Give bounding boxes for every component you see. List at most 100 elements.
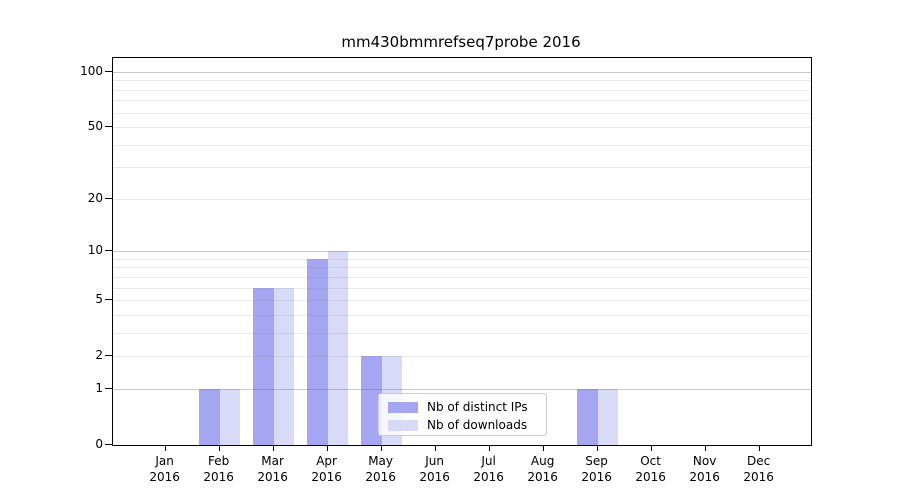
bar-nb-of-downloads-apr bbox=[327, 251, 349, 445]
legend-label: Nb of distinct IPs bbox=[427, 400, 528, 414]
x-tick-label: Jul 2016 bbox=[459, 453, 519, 485]
x-tick-month: Feb bbox=[207, 454, 230, 468]
y-tick-mark bbox=[105, 444, 112, 445]
x-tick-mark bbox=[164, 445, 166, 451]
y-tick-mark bbox=[105, 387, 112, 389]
x-tick-label: Nov 2016 bbox=[675, 453, 735, 485]
x-tick-label: Jun 2016 bbox=[405, 453, 465, 485]
y-tick-label: 50 bbox=[87, 118, 103, 133]
x-tick-month: Sep bbox=[585, 454, 608, 468]
y-tick-mark bbox=[105, 197, 112, 199]
x-tick-year: 2016 bbox=[689, 470, 720, 484]
y-tick-mark bbox=[105, 299, 112, 301]
plot-area bbox=[112, 57, 812, 446]
x-tick-month: Dec bbox=[746, 454, 771, 468]
x-tick-month: Nov bbox=[692, 454, 717, 468]
legend: Nb of distinct IPs Nb of downloads bbox=[378, 393, 547, 436]
y-tick-label: 0 bbox=[95, 437, 103, 451]
x-tick-label: Oct 2016 bbox=[621, 453, 681, 485]
gridline-minor bbox=[113, 276, 811, 278]
x-tick-month: Apr bbox=[316, 454, 337, 468]
y-tick-label: 1 bbox=[95, 380, 103, 395]
gridline-major bbox=[113, 71, 811, 73]
gridline-minor bbox=[113, 144, 811, 146]
bar-nb-of-downloads-feb bbox=[219, 388, 241, 445]
y-tick-mark bbox=[105, 250, 112, 252]
bar-nb-of-distinct-ips-sep bbox=[577, 388, 598, 445]
gridline-minor bbox=[113, 100, 811, 102]
x-tick-year: 2016 bbox=[311, 470, 342, 484]
gridline-major bbox=[113, 251, 811, 253]
gridline-minor bbox=[113, 198, 811, 200]
gridline-major bbox=[113, 388, 811, 390]
y-tick-mark bbox=[105, 125, 112, 127]
gridline-minor bbox=[113, 314, 811, 316]
x-tick-label: Aug 2016 bbox=[513, 453, 573, 485]
gridline-minor bbox=[113, 80, 811, 82]
x-tick-label: Dec 2016 bbox=[729, 453, 789, 485]
y-tick-label: 2 bbox=[95, 348, 103, 363]
x-tick-month: Jun bbox=[425, 454, 444, 468]
x-tick-label: Sep 2016 bbox=[567, 453, 627, 485]
x-tick-label: Feb 2016 bbox=[189, 453, 249, 485]
bar-nb-of-distinct-ips-may bbox=[361, 356, 382, 445]
y-tick-label: 100 bbox=[80, 63, 103, 78]
gridline-minor bbox=[113, 332, 811, 334]
x-tick-label: Mar 2016 bbox=[243, 453, 303, 485]
x-tick-year: 2016 bbox=[527, 470, 558, 484]
x-tick-month: Oct bbox=[640, 454, 661, 468]
y-tick-label: 5 bbox=[95, 292, 103, 307]
gridline-minor bbox=[113, 356, 811, 358]
gridline-minor bbox=[113, 112, 811, 114]
chart-title: mm430bmmrefseq7probe 2016 bbox=[341, 33, 581, 51]
x-tick-mark bbox=[596, 445, 598, 451]
y-tick-label: 10 bbox=[87, 243, 103, 258]
gridline-minor bbox=[113, 126, 811, 128]
x-tick-year: 2016 bbox=[257, 470, 288, 484]
x-tick-month: May bbox=[368, 454, 393, 468]
x-tick-mark bbox=[380, 445, 382, 451]
gridline-minor bbox=[113, 167, 811, 169]
legend-item-distinct-ips: Nb of distinct IPs bbox=[388, 400, 528, 414]
x-tick-mark bbox=[272, 445, 274, 451]
y-tick-mark bbox=[105, 70, 112, 72]
x-tick-year: 2016 bbox=[635, 470, 666, 484]
x-tick-mark bbox=[542, 445, 544, 451]
x-tick-mark bbox=[758, 445, 760, 451]
gridline-minor bbox=[113, 287, 811, 289]
x-tick-month: Jul bbox=[481, 454, 496, 468]
x-tick-mark bbox=[326, 445, 328, 451]
x-tick-year: 2016 bbox=[149, 470, 180, 484]
x-tick-month: Aug bbox=[530, 454, 555, 468]
legend-swatch-distinct-ips bbox=[388, 401, 418, 413]
gridline-minor bbox=[113, 89, 811, 91]
x-tick-mark bbox=[704, 445, 706, 451]
bar-nb-of-distinct-ips-feb bbox=[199, 388, 220, 445]
x-tick-month: Mar bbox=[261, 454, 284, 468]
legend-swatch-downloads bbox=[388, 419, 418, 431]
x-tick-label: May 2016 bbox=[351, 453, 411, 485]
x-tick-mark bbox=[488, 445, 490, 451]
x-tick-mark bbox=[434, 445, 436, 451]
x-tick-label: Jan 2016 bbox=[135, 453, 195, 485]
x-tick-mark bbox=[218, 445, 220, 451]
legend-label: Nb of downloads bbox=[427, 418, 528, 432]
y-tick-mark bbox=[105, 355, 112, 357]
bar-nb-of-downloads-mar bbox=[273, 287, 295, 445]
bar-nb-of-distinct-ips-apr bbox=[307, 258, 328, 445]
gridline-minor bbox=[113, 267, 811, 269]
x-tick-label: Apr 2016 bbox=[297, 453, 357, 485]
x-tick-year: 2016 bbox=[581, 470, 612, 484]
bar-nb-of-distinct-ips-mar bbox=[253, 287, 274, 445]
gridline-minor bbox=[113, 300, 811, 302]
bar-nb-of-downloads-sep bbox=[597, 388, 619, 445]
x-tick-year: 2016 bbox=[419, 470, 450, 484]
y-tick-label: 20 bbox=[87, 190, 103, 205]
x-tick-year: 2016 bbox=[203, 470, 234, 484]
legend-item-downloads: Nb of downloads bbox=[388, 418, 527, 432]
x-tick-year: 2016 bbox=[743, 470, 774, 484]
x-tick-year: 2016 bbox=[365, 470, 396, 484]
x-tick-mark bbox=[650, 445, 652, 451]
x-tick-month: Jan bbox=[155, 454, 174, 468]
